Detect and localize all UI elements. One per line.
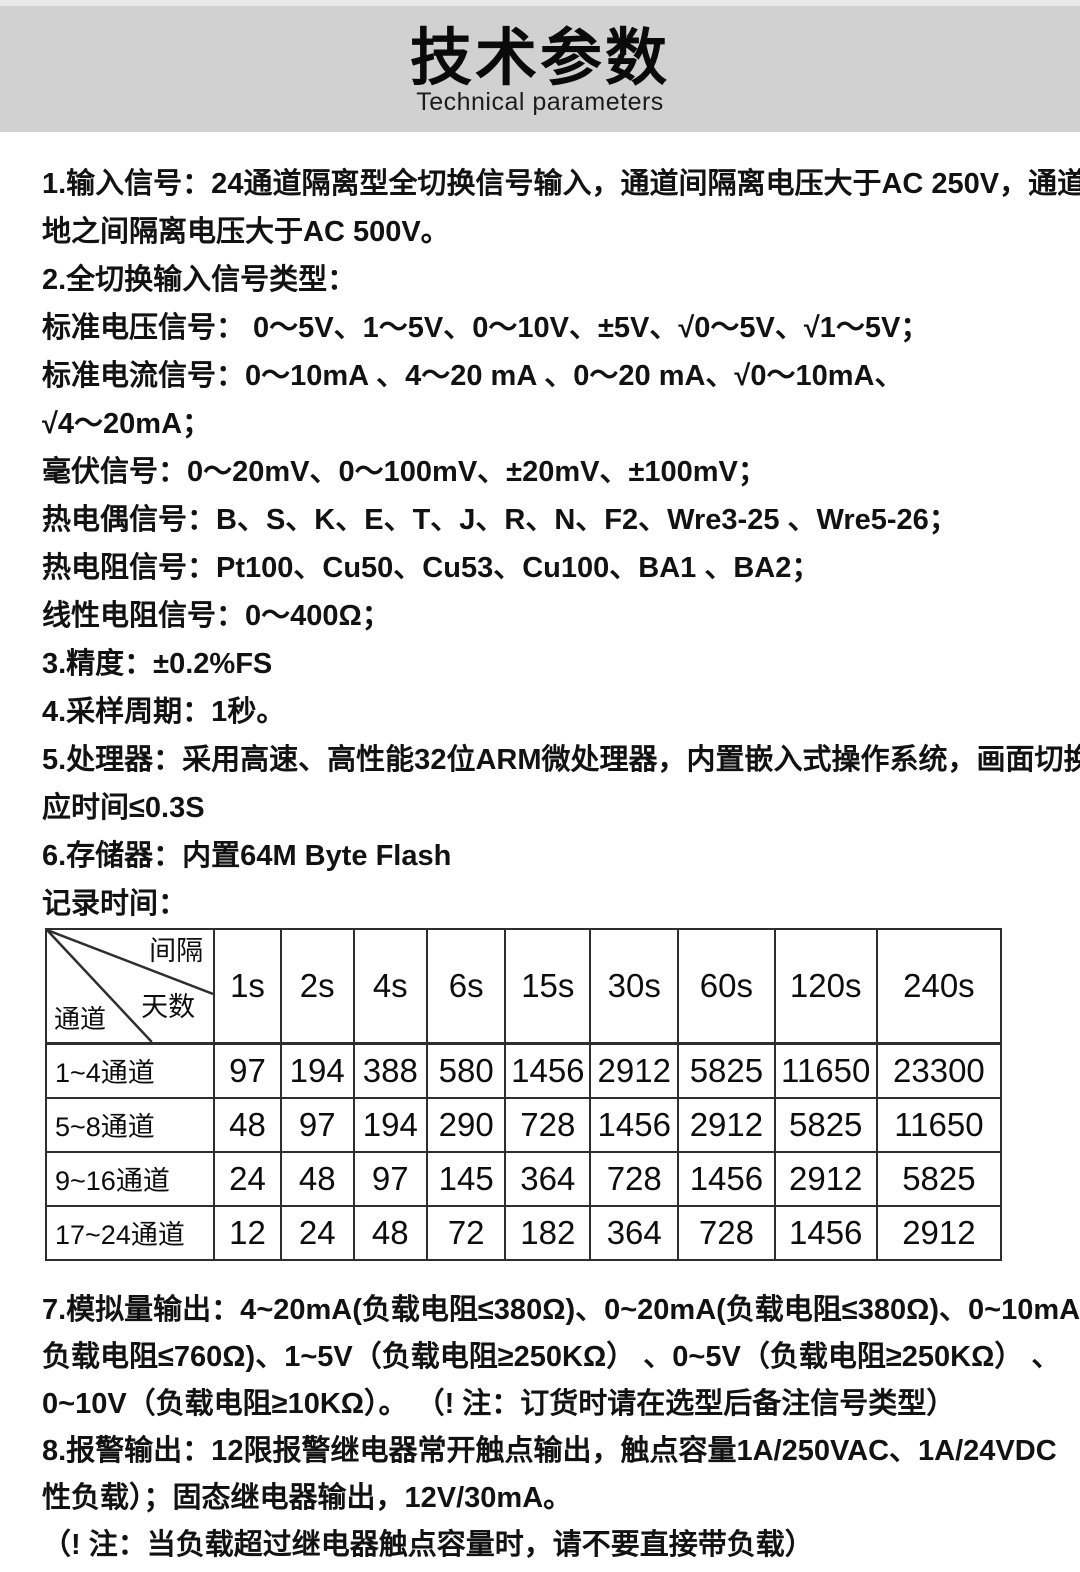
top-strip (0, 0, 1080, 6)
spec-line: 6.存储器：内置64M Byte Flash (42, 840, 452, 872)
specs-after-table: 7.模拟量输出：4~20mA(负载电阻≤380Ω)、0~20mA(负载电阻≤38… (42, 1287, 1080, 1569)
record-days-cell: 2912 (589, 1042, 680, 1099)
page-title: 技术参数 (409, 24, 670, 93)
record-days-cell: 194 (279, 1042, 355, 1099)
spec-list-after-table: 7.模拟量输出：4~20mA(负载电阻≤380Ω)、0~20mA(负载电阻≤38… (0, 1261, 1080, 1569)
record-days-cell: 5825 (875, 1150, 1003, 1207)
interval-column-header: 1s (213, 928, 282, 1045)
record-days-cell: 1456 (589, 1096, 680, 1153)
record-table-header-row: 间隔 天数 通道 1s 2s 4s 6s 15s 30s 60s 120s 240s (44, 928, 1003, 1045)
record-days-cell: 2912 (677, 1096, 776, 1153)
record-days-cell: 145 (426, 1150, 507, 1207)
record-table-corner-cell: 间隔 天数 通道 (44, 928, 216, 1045)
spec-line: 7.模拟量输出：4~20mA(负载电阻≤380Ω)、0~20mA(负载电阻≤38… (42, 1293, 1080, 1326)
channel-row-label: 9~16通道 (44, 1150, 216, 1207)
specs-before-table: 1.输入信号：24通道隔离型全切换信号输入，通道间隔离电压大于AC 250V，通… (42, 160, 1080, 928)
table-row: 9~16通道 24 48 97 145 364 728 1456 2912 5825 (44, 1150, 1003, 1207)
record-days-cell: 5825 (773, 1096, 878, 1153)
diagonal-divider-icon (48, 930, 213, 1041)
spec-line: 5.处理器：采用高速、高性能32位ARM微处理器，内置嵌入式操作系统，画面切换响 (42, 744, 1080, 776)
spec-line: （! 注：当负载超过继电器触点容量时，请不要直接带负载） (42, 1528, 814, 1561)
record-days-cell: 290 (426, 1096, 507, 1153)
interval-column-header: 2s (279, 928, 355, 1045)
record-days-cell: 728 (677, 1204, 776, 1261)
record-days-cell: 97 (213, 1042, 282, 1099)
record-days-cell: 12 (213, 1204, 282, 1261)
record-days-cell: 11650 (875, 1096, 1003, 1153)
interval-column-header: 120s (773, 928, 878, 1045)
interval-column-header: 4s (352, 928, 429, 1045)
record-table-body: 1~4通道 97 194 388 580 1456 2912 5825 11650 23300 5~… (44, 1042, 1003, 1261)
header-band: 技术参数 Technical parameters (0, 6, 1080, 132)
spec-line: 热电偶信号：B、S、K、E、T、J、R、N、F2、Wre3-25 、Wre5-2… (42, 504, 958, 536)
record-days-cell: 728 (504, 1096, 592, 1153)
record-days-cell: 364 (589, 1204, 680, 1261)
page-subtitle: Technical parameters (416, 88, 664, 116)
spec-line: 毫伏信号：0～20mV、0～100mV、±20mV、±100mV； (42, 456, 767, 488)
spec-line: 0~10V（负载电阻≥10KΩ）。 （! 注：订货时请在选型后备注信号类型） (42, 1387, 956, 1420)
spec-line: 1.输入信号：24通道隔离型全切换信号输入，通道间隔离电压大于AC 250V，通… (42, 168, 1080, 200)
spec-list-before-table: 1.输入信号：24通道隔离型全切换信号输入，通道间隔离电压大于AC 250V，通… (0, 132, 1080, 1261)
corner-label-days: 天数 (141, 992, 196, 1022)
table-row: 17~24通道 12 24 48 72 182 364 728 1456 2912 (44, 1204, 1003, 1261)
record-days-cell: 97 (352, 1150, 429, 1207)
spec-line: 地之间隔离电压大于AC 500V。 (42, 216, 450, 248)
table-row: 1~4通道 97 194 388 580 1456 2912 5825 11650 23300 (44, 1042, 1003, 1099)
record-days-cell: 48 (279, 1150, 355, 1207)
spec-line: 8.报警输出：12限报警继电器常开触点输出，触点容量1A/250VAC、1A/2… (42, 1434, 1080, 1467)
record-days-cell: 72 (426, 1204, 507, 1261)
spec-line: 应时间≤0.3S (42, 792, 205, 824)
spec-line: 标准电压信号： 0～5V、1～5V、0～10V、±5V、√0～5V、√1～5V； (42, 312, 930, 344)
corner-label-channel: 通道 (54, 1004, 107, 1034)
record-days-cell: 1456 (677, 1150, 776, 1207)
spec-line: 记录时间： (42, 888, 188, 920)
interval-column-header: 240s (875, 928, 1003, 1045)
spec-line: 线性电阻信号：0～400Ω； (42, 600, 391, 632)
record-days-cell: 182 (504, 1204, 592, 1261)
record-days-cell: 24 (279, 1204, 355, 1261)
record-days-cell: 48 (213, 1096, 282, 1153)
record-days-cell: 5825 (677, 1042, 776, 1099)
record-days-cell: 2912 (773, 1150, 878, 1207)
record-days-cell: 11650 (773, 1042, 878, 1099)
record-days-cell: 1456 (504, 1042, 592, 1099)
spec-line: 负载电阻≤760Ω)、1~5V（负载电阻≥250KΩ） 、0~5V（负载电阻≥2… (42, 1340, 1061, 1373)
record-days-cell: 1456 (773, 1204, 878, 1261)
spec-line: √4～20mA； (42, 408, 212, 440)
interval-column-header: 30s (589, 928, 680, 1045)
interval-column-header: 60s (677, 928, 776, 1045)
record-days-cell: 23300 (875, 1042, 1003, 1099)
spec-line: 热电阻信号：Pt100、Cu50、Cu53、Cu100、BA1 、BA2； (42, 552, 821, 584)
table-row: 5~8通道 48 97 194 290 728 1456 2912 5825 11650 (44, 1096, 1003, 1153)
spec-line: 标准电流信号：0～10mA 、4～20 mA 、0～20 mA、√0～10mA、 (42, 360, 904, 392)
spec-line: 性负载）；固态继电器输出，12V/30mA。 (42, 1481, 573, 1514)
spec-line: 3.精度：±0.2%FS (42, 648, 273, 680)
spec-line: 2.全切换输入信号类型： (42, 264, 357, 296)
record-time-table: 间隔 天数 通道 1s 2s 4s 6s 15s 30s 60s 120s 240s 1~4通道… (44, 928, 1003, 1261)
spec-line: 4.采样周期：1秒。 (42, 696, 286, 728)
interval-column-header: 6s (426, 928, 507, 1045)
record-days-cell: 24 (213, 1150, 282, 1207)
corner-label-interval: 间隔 (149, 936, 204, 966)
channel-row-label: 1~4通道 (44, 1042, 216, 1099)
record-days-cell: 48 (352, 1204, 429, 1261)
record-days-cell: 580 (426, 1042, 507, 1099)
record-days-cell: 194 (352, 1096, 429, 1153)
record-days-cell: 364 (504, 1150, 592, 1207)
channel-row-label: 17~24通道 (44, 1204, 216, 1261)
channel-row-label: 5~8通道 (44, 1096, 216, 1153)
interval-column-header: 15s (504, 928, 592, 1045)
record-days-cell: 728 (589, 1150, 680, 1207)
record-days-cell: 97 (279, 1096, 355, 1153)
record-days-cell: 388 (352, 1042, 429, 1099)
record-days-cell: 2912 (875, 1204, 1003, 1261)
